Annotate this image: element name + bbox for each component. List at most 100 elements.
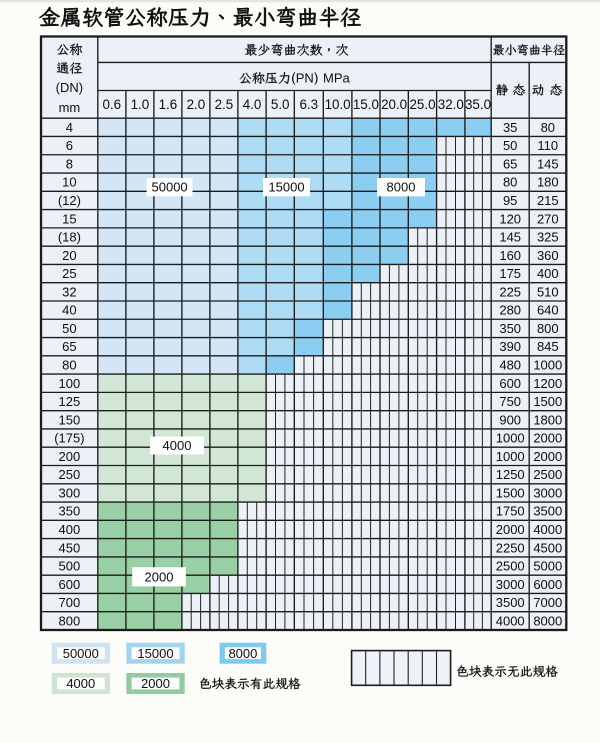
svg-text:400: 400 — [537, 266, 559, 281]
svg-text:3000: 3000 — [496, 577, 525, 592]
svg-text:2500: 2500 — [533, 467, 562, 482]
svg-text:2000: 2000 — [496, 522, 525, 537]
svg-text:15000: 15000 — [137, 646, 173, 661]
svg-text:175: 175 — [499, 266, 521, 281]
svg-text:6: 6 — [66, 138, 73, 153]
svg-text:5.0: 5.0 — [271, 97, 290, 112]
svg-text:80: 80 — [541, 120, 555, 135]
svg-text:1500: 1500 — [496, 486, 525, 501]
svg-text:15: 15 — [62, 211, 76, 226]
svg-text:PN: PN — [296, 71, 314, 86]
svg-text:280: 280 — [499, 303, 521, 318]
svg-text:4500: 4500 — [533, 540, 562, 555]
svg-text:125: 125 — [59, 394, 81, 409]
svg-text:(DN): (DN) — [56, 80, 83, 95]
svg-text:4.0: 4.0 — [243, 97, 262, 112]
svg-text:1000: 1000 — [496, 449, 525, 464]
svg-text:390: 390 — [499, 339, 521, 354]
svg-text:350: 350 — [59, 504, 81, 519]
svg-text:20: 20 — [62, 248, 76, 263]
svg-text:845: 845 — [537, 339, 559, 354]
svg-text:3000: 3000 — [533, 486, 562, 501]
svg-text:110: 110 — [537, 138, 558, 153]
svg-text:7000: 7000 — [533, 595, 562, 610]
svg-text:800: 800 — [59, 613, 81, 628]
svg-text:8000: 8000 — [533, 613, 562, 628]
svg-text:800: 800 — [537, 321, 559, 336]
svg-text:300: 300 — [59, 486, 81, 501]
svg-text:35.0: 35.0 — [465, 97, 491, 112]
svg-text:510: 510 — [537, 284, 559, 299]
svg-text:3500: 3500 — [496, 595, 525, 610]
svg-text:215: 215 — [537, 193, 559, 208]
svg-text:4: 4 — [66, 120, 73, 135]
svg-text:1800: 1800 — [533, 412, 562, 427]
svg-text:640: 640 — [537, 303, 559, 318]
svg-text:450: 450 — [59, 540, 81, 555]
svg-text:MPa: MPa — [323, 71, 351, 86]
svg-text:2250: 2250 — [496, 540, 525, 555]
svg-text:80: 80 — [62, 358, 76, 373]
svg-text:500: 500 — [59, 559, 81, 574]
svg-text:700: 700 — [59, 595, 81, 610]
svg-text:2500: 2500 — [496, 559, 525, 574]
svg-text:(12): (12) — [58, 193, 81, 208]
svg-text:32.0: 32.0 — [438, 97, 464, 112]
svg-text:200: 200 — [59, 449, 81, 464]
svg-text:50: 50 — [503, 138, 517, 153]
svg-text:15000: 15000 — [268, 180, 304, 195]
svg-text:180: 180 — [537, 175, 559, 190]
svg-text:20.0: 20.0 — [381, 97, 407, 112]
svg-text:65: 65 — [503, 156, 517, 171]
svg-text:4000: 4000 — [533, 522, 562, 537]
svg-text:32: 32 — [62, 284, 76, 299]
svg-text:350: 350 — [499, 321, 521, 336]
svg-text:25.0: 25.0 — [409, 97, 435, 112]
svg-text:1.6: 1.6 — [159, 97, 178, 112]
svg-text:250: 250 — [59, 467, 81, 482]
svg-text:8000: 8000 — [228, 646, 257, 661]
svg-text:10: 10 — [62, 175, 76, 190]
svg-text:15.0: 15.0 — [353, 97, 379, 112]
svg-text:270: 270 — [537, 211, 559, 226]
svg-text:25: 25 — [62, 266, 76, 281]
svg-text:2.5: 2.5 — [215, 97, 234, 112]
svg-text:325: 325 — [537, 230, 559, 245]
svg-text:40: 40 — [62, 303, 76, 318]
svg-text:65: 65 — [62, 339, 76, 354]
svg-text:360: 360 — [537, 248, 559, 263]
svg-text:mm: mm — [59, 100, 81, 115]
svg-text:95: 95 — [503, 193, 517, 208]
svg-text:150: 150 — [59, 412, 81, 427]
svg-text:480: 480 — [499, 358, 521, 373]
svg-text:1000: 1000 — [496, 431, 525, 446]
svg-text:600: 600 — [59, 577, 81, 592]
svg-text:2.0: 2.0 — [187, 97, 206, 112]
svg-text:1.0: 1.0 — [131, 97, 150, 112]
svg-text:1200: 1200 — [533, 376, 562, 391]
svg-text:900: 900 — [499, 412, 521, 427]
svg-text:4000: 4000 — [163, 438, 192, 453]
svg-text:8: 8 — [66, 156, 73, 171]
svg-text:1000: 1000 — [533, 358, 562, 373]
svg-text:50000: 50000 — [63, 646, 99, 661]
svg-text:145: 145 — [499, 230, 521, 245]
svg-text:50000: 50000 — [152, 180, 188, 195]
svg-text:1750: 1750 — [496, 504, 525, 519]
svg-text:600: 600 — [499, 376, 521, 391]
svg-text:225: 225 — [499, 284, 521, 299]
svg-text:5000: 5000 — [533, 559, 562, 574]
svg-text:8000: 8000 — [387, 180, 416, 195]
svg-text:4000: 4000 — [496, 613, 525, 628]
svg-text:0.6: 0.6 — [102, 97, 121, 112]
svg-text:2000: 2000 — [145, 569, 174, 584]
svg-text:6000: 6000 — [533, 577, 562, 592]
svg-text:160: 160 — [499, 248, 521, 263]
svg-text:35: 35 — [503, 120, 517, 135]
svg-text:1250: 1250 — [496, 467, 525, 482]
svg-text:10.0: 10.0 — [325, 97, 351, 112]
svg-text:50: 50 — [62, 321, 76, 336]
svg-text:145: 145 — [537, 156, 559, 171]
svg-text:(175): (175) — [54, 431, 84, 446]
svg-text:100: 100 — [59, 376, 81, 391]
